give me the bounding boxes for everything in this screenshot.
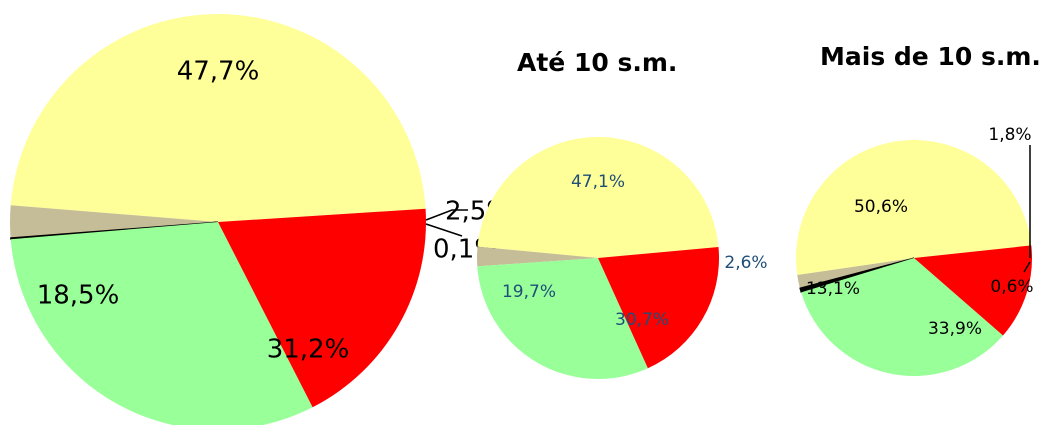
pie3-data-label-4: 33,9%: [928, 319, 982, 339]
pie1-slice-1: [10, 14, 426, 223]
pie2-data-label-2: 2,6%: [724, 253, 767, 273]
pie1-leader-line-3: [425, 223, 463, 237]
pie3-slice-3: [799, 257, 915, 293]
pie2-slice-1: [477, 136, 719, 258]
pie2-slice-2: [477, 246, 598, 267]
pie3-data-label-5: 13,1%: [806, 279, 860, 299]
pie1-slice-2: [10, 205, 219, 238]
pie3-leader-line-3: [1023, 261, 1031, 273]
pie3-data-label-1: 50,6%: [854, 197, 908, 217]
pie1-slice-4: [10, 222, 313, 425]
pie1-leader-line-2: [425, 209, 468, 221]
pie3-slice-1: [796, 140, 1032, 276]
chart-title-mais-de-10-sm: Mais de 10 s.m.: [820, 42, 1039, 71]
pie1-data-label-5: 18,5%: [37, 281, 120, 311]
pie3-data-label-2: 1,8%: [988, 125, 1031, 145]
pie3-data-label-3: 0,6%: [990, 277, 1033, 297]
pie2-data-label-1: 47,1%: [571, 172, 625, 192]
pie1-data-label-1: 47,7%: [177, 57, 260, 87]
pie1-slice-5: [218, 208, 426, 408]
pie2-slice-5: [598, 247, 719, 369]
pie3-slice-5: [914, 245, 1032, 336]
pie3-slice-4: [801, 258, 1004, 377]
chart-title-ate-10-sm: Até 10 s.m.: [517, 48, 678, 77]
pie1-data-label-4: 31,2%: [267, 335, 350, 365]
pie2-data-label-4: 30,7%: [615, 310, 669, 330]
pie2-slice-4: [477, 258, 648, 379]
pie2-data-label-5: 19,7%: [502, 282, 556, 302]
pie1-slice-3: [10, 221, 219, 240]
